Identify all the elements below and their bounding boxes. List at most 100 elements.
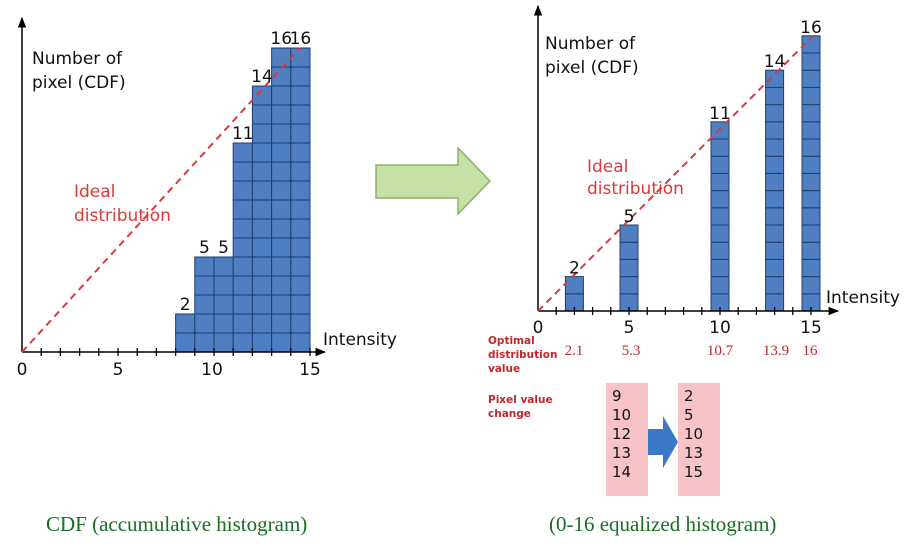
- left-bar-cell: [290, 199, 311, 220]
- left-ideal-label-line1: Ideal: [74, 182, 115, 202]
- right-bar-cell: [765, 276, 785, 295]
- right-bars: [564, 35, 821, 312]
- right-bar-cell: [801, 138, 821, 157]
- left-bar-cell: [271, 180, 292, 201]
- left-bar-cell: [290, 180, 311, 201]
- left-bar-cell: [290, 332, 311, 353]
- pixel-after-value: 2: [684, 387, 694, 405]
- pixel-change-arrow-icon: [648, 416, 678, 468]
- right-bar-cell: [765, 155, 785, 174]
- left-bar-cell: [290, 161, 311, 182]
- right-bar-cell: [801, 172, 821, 192]
- left-bar-cell: [213, 313, 234, 334]
- left-bar-cell: [251, 237, 273, 258]
- left-bar-cell: [271, 85, 292, 106]
- data-label: 14: [251, 67, 273, 87]
- left-bar-cell: [232, 332, 253, 353]
- data-label: 16: [270, 29, 292, 49]
- left-bar-cell: [232, 199, 253, 220]
- pixel-before-value: 12: [612, 425, 632, 443]
- right-bar-cell: [710, 207, 730, 226]
- data-label: 2: [180, 295, 191, 315]
- left-bar-cell: [290, 313, 311, 334]
- right-bar-cell: [801, 224, 821, 243]
- right-ylabel-line2: pixel (CDF): [545, 58, 639, 78]
- pixel-change-label-line2: change: [488, 408, 531, 420]
- left-bar-cell: [232, 180, 253, 201]
- right-bar-cell: [710, 190, 730, 209]
- right-tick-label-15: 15: [800, 318, 822, 338]
- right-bar-cell: [765, 121, 785, 140]
- left-bar-cell: [290, 47, 311, 68]
- left-bar-cell: [175, 313, 196, 334]
- pixel-after-value: 15: [684, 463, 704, 481]
- left-x-ticks: [40, 348, 311, 356]
- right-xlabel: Intensity: [826, 288, 900, 308]
- right-chart: Number of pixel (CDF) Ideal distribution…: [488, 4, 900, 468]
- left-bar-cell: [232, 275, 253, 296]
- right-bar-cell: [619, 258, 639, 278]
- right-tick-label-5: 5: [624, 318, 635, 338]
- pixel-after-value: 10: [684, 425, 704, 443]
- optimal-label-line3: value: [488, 363, 520, 375]
- right-bar-cell: [765, 104, 785, 123]
- left-bar-cell: [290, 66, 311, 87]
- left-tick-label-15: 15: [299, 360, 321, 380]
- left-bar-cell: [232, 313, 253, 334]
- left-bar-cell: [213, 256, 234, 277]
- left-bar-cell: [251, 294, 273, 315]
- data-label: 11: [709, 104, 731, 124]
- right-bar-cell: [564, 276, 584, 295]
- left-bar-cell: [194, 294, 215, 315]
- left-bar-cell: [251, 199, 273, 220]
- left-bar-cell: [290, 104, 311, 125]
- pixel-after-list: 2 5 10 13 15: [678, 383, 720, 496]
- left-tick-label-10: 10: [201, 360, 223, 380]
- right-bar-cell: [710, 155, 730, 174]
- data-label: 16: [290, 29, 312, 49]
- left-bar-cell: [175, 332, 196, 353]
- right-bar-cell: [619, 276, 639, 295]
- right-bar-cell: [765, 172, 785, 192]
- left-bar-cell: [271, 275, 292, 296]
- optimal-label-line1: Optimal: [488, 335, 535, 347]
- left-bar-cell: [232, 256, 253, 277]
- left-ylabel-line2: pixel (CDF): [32, 73, 126, 93]
- pixel-before-value: 13: [612, 444, 632, 462]
- left-bar-cell: [194, 332, 215, 353]
- left-bar-cell: [232, 161, 253, 182]
- left-bar-cell: [271, 161, 292, 182]
- pixel-before-value: 10: [612, 406, 632, 424]
- data-label: 11: [232, 124, 254, 144]
- right-bar-cell: [801, 190, 821, 209]
- data-label: 16: [800, 18, 822, 38]
- left-bar-cell: [213, 332, 234, 353]
- right-bar-cell: [765, 224, 785, 243]
- optimal-value-4: 13.9: [763, 343, 789, 359]
- left-tick-label-5: 5: [113, 360, 124, 380]
- left-bar-cell: [290, 142, 311, 163]
- right-bar-cell: [801, 241, 821, 260]
- left-caption: CDF (accumulative histogram): [46, 512, 308, 536]
- left-bar-cell: [271, 256, 292, 277]
- left-bar-cell: [251, 313, 273, 334]
- left-bar-cell: [290, 85, 311, 106]
- right-tick-label-10: 10: [709, 318, 731, 338]
- left-bar-cell: [232, 294, 253, 315]
- right-bar-cell: [801, 86, 821, 106]
- data-label: 5: [624, 207, 635, 227]
- left-bar-cell: [251, 104, 273, 125]
- right-bar-cell: [710, 138, 730, 157]
- optimal-value-5: 16: [803, 343, 819, 359]
- left-bar-cell: [232, 218, 253, 239]
- right-bar-cell: [710, 241, 730, 260]
- optimal-value-1: 2.1: [565, 343, 584, 359]
- left-bar-cell: [251, 275, 273, 296]
- right-bar-cell: [801, 52, 821, 71]
- data-label: 5: [218, 238, 229, 258]
- left-bar-cell: [290, 275, 311, 296]
- transform-arrow-icon: [375, 146, 492, 216]
- right-ideal-label-line1: Ideal: [587, 157, 628, 177]
- right-bar-cell: [765, 241, 785, 260]
